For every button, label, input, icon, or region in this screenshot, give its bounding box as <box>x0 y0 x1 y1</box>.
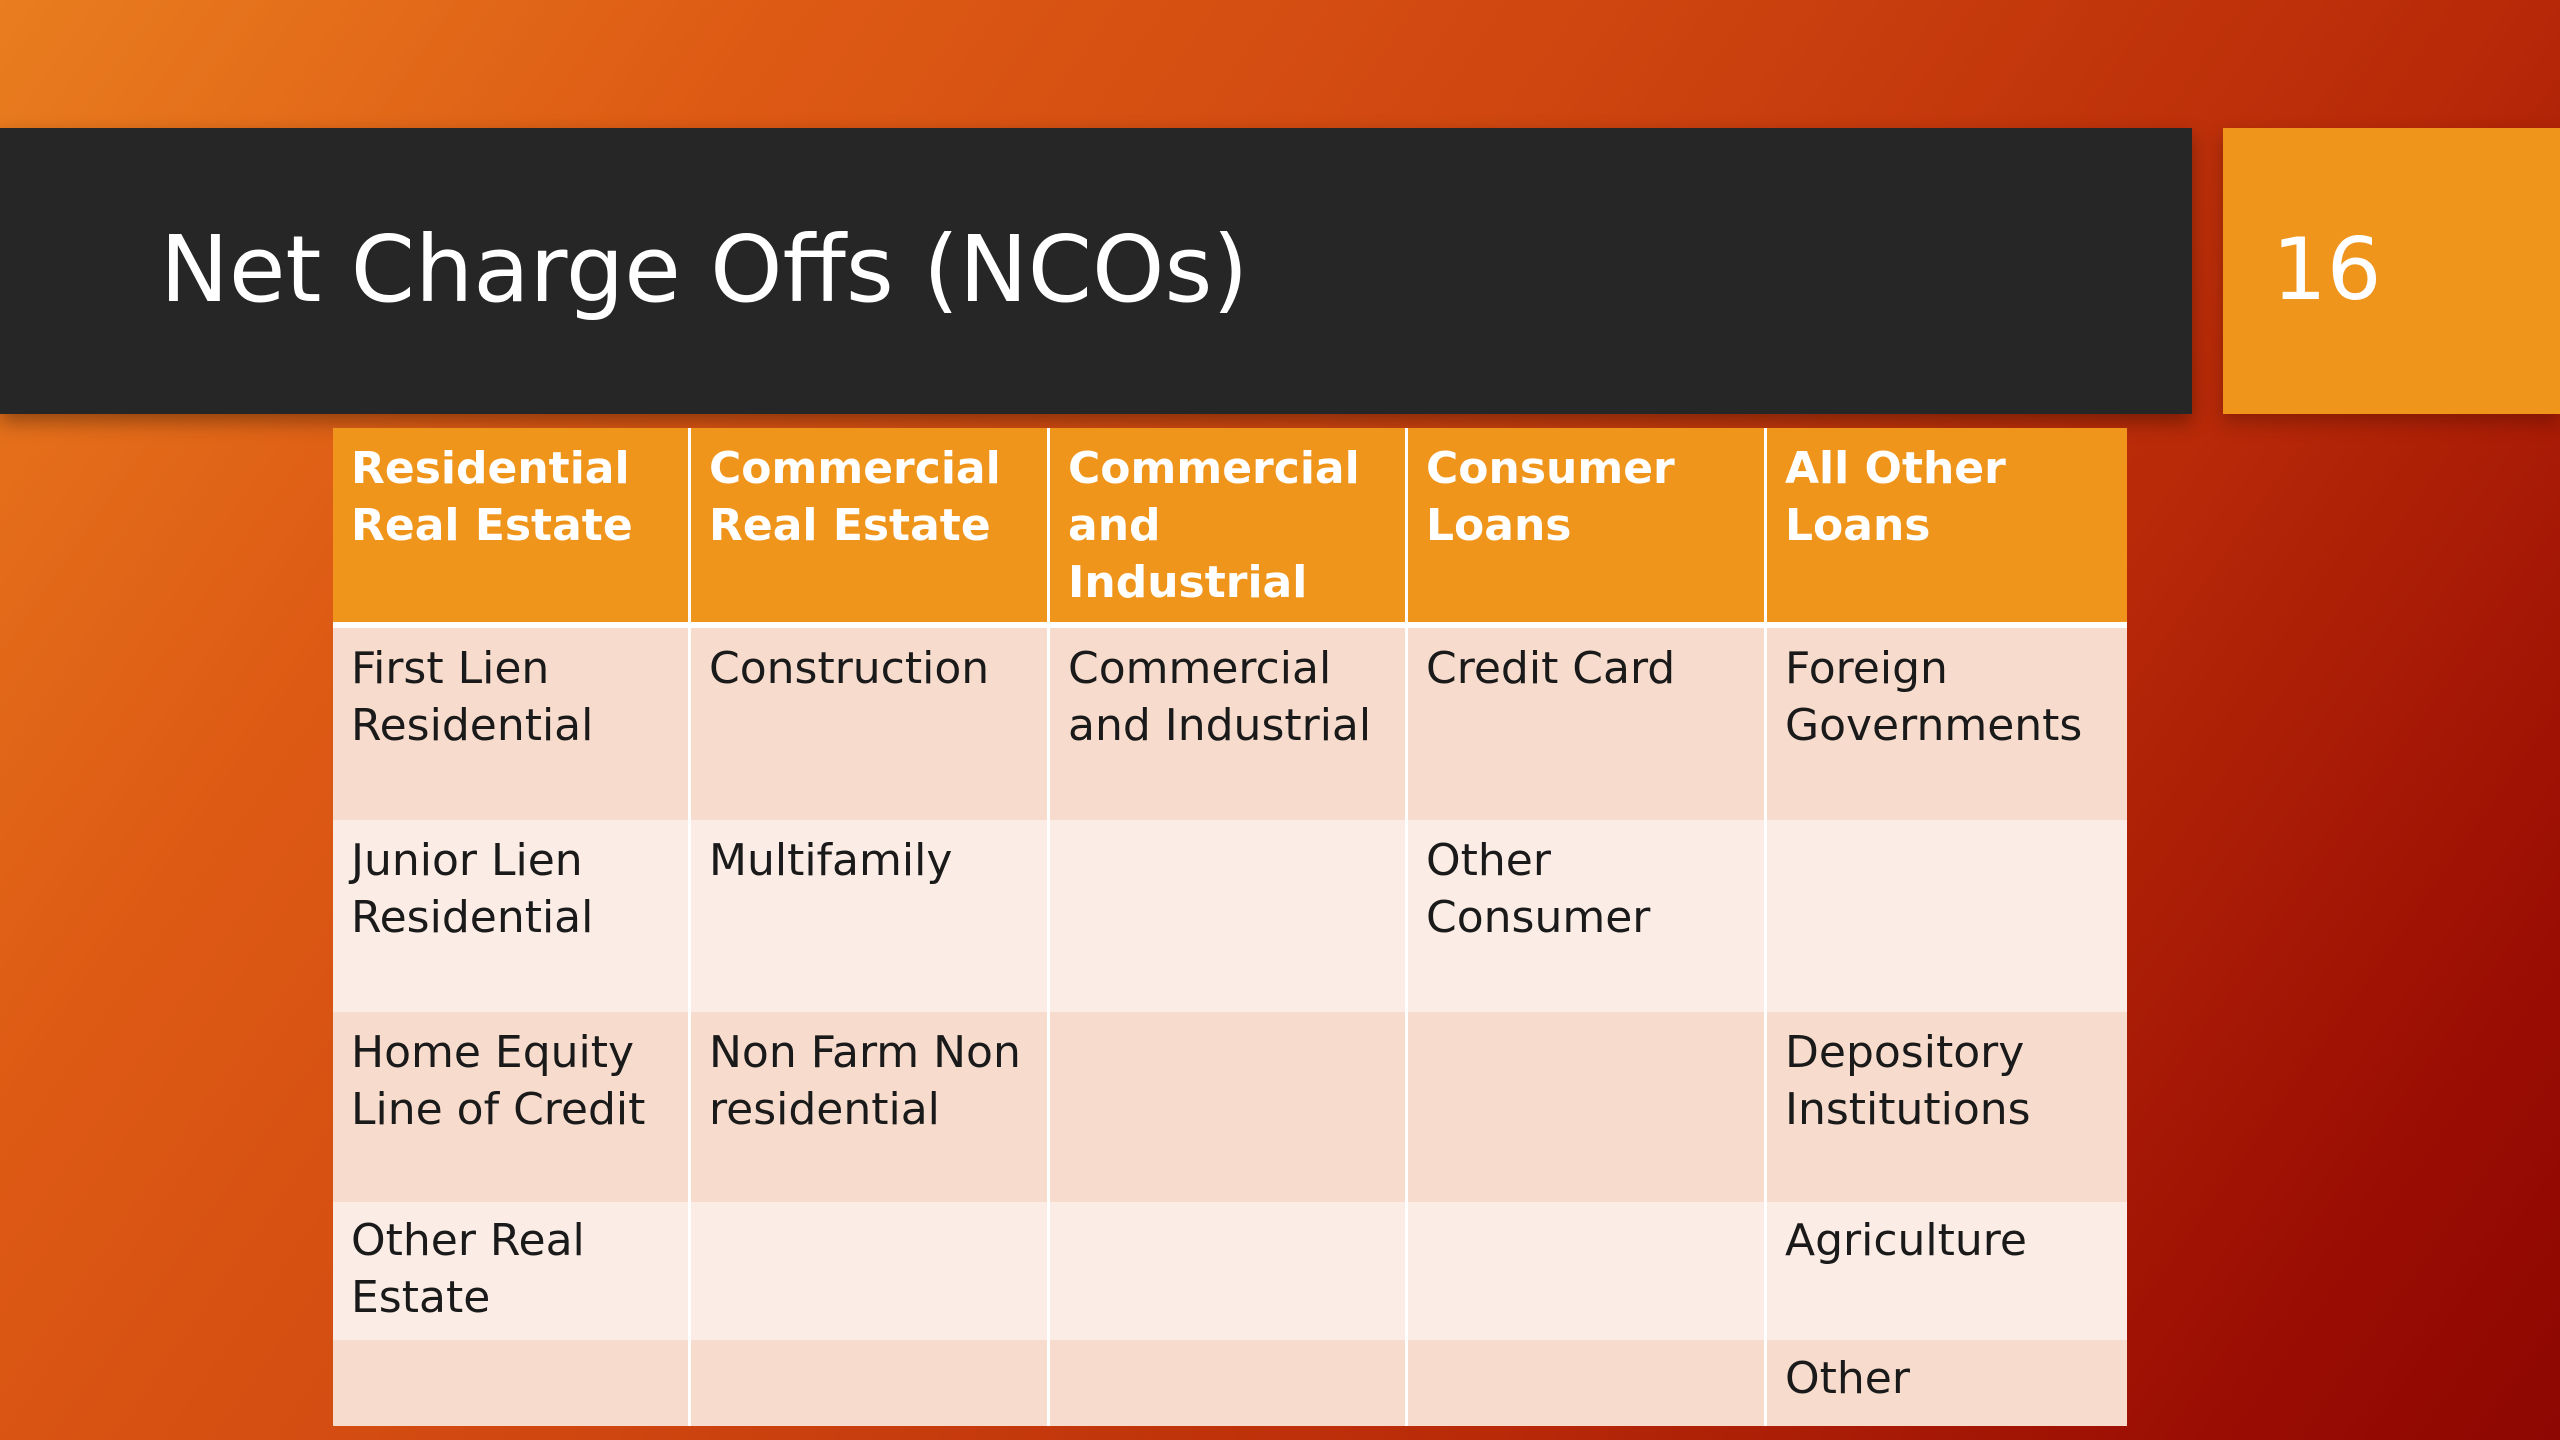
table-cell <box>1408 1012 1767 1202</box>
table-cell: Commercial and Industrial <box>1050 628 1408 820</box>
table-cell: Multifamily <box>691 820 1050 1012</box>
table-row: First Lien Residential Construction Comm… <box>333 628 2127 820</box>
table-cell: Agriculture <box>1767 1202 2127 1340</box>
table-cell: Junior Lien Residential <box>333 820 691 1012</box>
header-all-other-loans: All Other Loans <box>1767 428 2127 628</box>
table-cell: Depository Institutions <box>1767 1012 2127 1202</box>
table-cell <box>1767 820 2127 1012</box>
slide-title: Net Charge Offs (NCOs) <box>160 216 1249 323</box>
table-row: Other <box>333 1340 2127 1426</box>
table-cell: Non Farm Non residential <box>691 1012 1050 1202</box>
table-cell: Foreign Governments <box>1767 628 2127 820</box>
table-cell: Other Consumer <box>1408 820 1767 1012</box>
table-cell <box>1050 1202 1408 1340</box>
table-cell: Other Real Estate <box>333 1202 691 1340</box>
table-row: Junior Lien Residential Multifamily Othe… <box>333 820 2127 1012</box>
table-cell <box>1050 1012 1408 1202</box>
header-residential-real-estate: Residential Real Estate <box>333 428 691 628</box>
table-cell: First Lien Residential <box>333 628 691 820</box>
table-cell <box>1050 1340 1408 1426</box>
table-cell <box>1050 820 1408 1012</box>
table-cell <box>691 1202 1050 1340</box>
table-cell: Credit Card <box>1408 628 1767 820</box>
table-row: Home Equity Line of Credit Non Farm Non … <box>333 1012 2127 1202</box>
table-cell: Other <box>1767 1340 2127 1426</box>
slide-number: 16 <box>2272 220 2382 320</box>
table-row: Other Real Estate Agriculture <box>333 1202 2127 1340</box>
title-band <box>0 128 2192 414</box>
table-cell <box>691 1340 1050 1426</box>
table-cell: Home Equity Line of Credit <box>333 1012 691 1202</box>
table-cell <box>1408 1202 1767 1340</box>
header-consumer-loans: Consumer Loans <box>1408 428 1767 628</box>
header-commercial-real-estate: Commercial Real Estate <box>691 428 1050 628</box>
nco-table: Residential Real Estate Commercial Real … <box>333 428 2127 1426</box>
header-commercial-and-industrial: Commercial and Industrial <box>1050 428 1408 628</box>
slide-number-box <box>2223 128 2560 414</box>
table-header-row: Residential Real Estate Commercial Real … <box>333 428 2127 628</box>
table-cell <box>333 1340 691 1426</box>
table-cell <box>1408 1340 1767 1426</box>
table-cell: Construction <box>691 628 1050 820</box>
